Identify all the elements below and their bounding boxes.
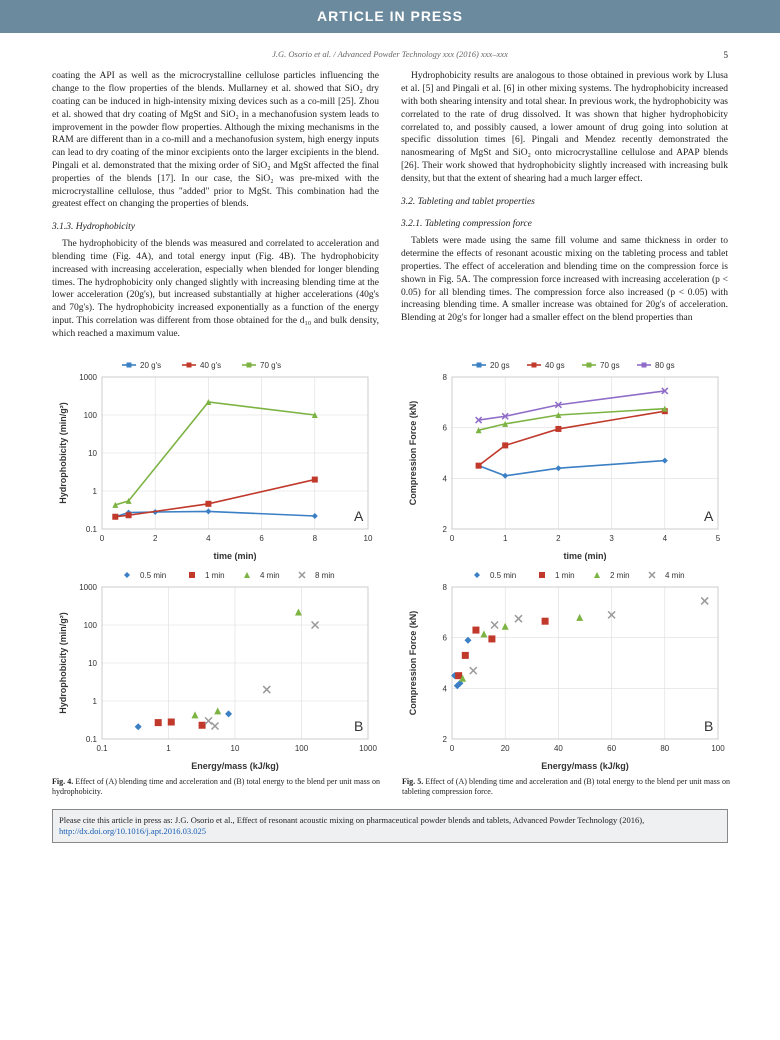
svg-text:80: 80 (660, 744, 669, 753)
left-para-1: coating the API as well as the microcrys… (52, 70, 379, 211)
citation-box: Please cite this article in press as: J.… (52, 809, 728, 843)
svg-text:0.1: 0.1 (86, 735, 98, 744)
svg-text:1 min: 1 min (205, 571, 225, 580)
svg-text:time (min): time (min) (213, 551, 256, 561)
svg-text:40 gs: 40 gs (545, 361, 565, 370)
svg-text:0: 0 (100, 534, 105, 543)
svg-text:1: 1 (93, 487, 98, 496)
svg-text:70 g's: 70 g's (260, 361, 281, 370)
svg-text:40: 40 (554, 744, 563, 753)
svg-text:Energy/mass (kJ/kg): Energy/mass (kJ/kg) (191, 761, 279, 771)
svg-text:10: 10 (231, 744, 240, 753)
figure-5: 0 1 2 3 4 5 2 4 6 8 time (min) Compression Force (k… (402, 353, 730, 797)
svg-text:0.5 min: 0.5 min (140, 571, 166, 580)
svg-text:5: 5 (716, 534, 721, 543)
svg-text:Compression Force (kN): Compression Force (kN) (408, 400, 418, 505)
svg-text:100: 100 (84, 411, 98, 420)
svg-text:70 gs: 70 gs (600, 361, 620, 370)
svg-text:0.1: 0.1 (86, 525, 98, 534)
svg-text:6: 6 (443, 423, 448, 432)
svg-text:4: 4 (206, 534, 211, 543)
left-column: coating the API as well as the microcrys… (52, 70, 379, 344)
svg-text:80 gs: 80 gs (655, 361, 675, 370)
svg-text:8 min: 8 min (315, 571, 335, 580)
svg-text:4 min: 4 min (260, 571, 280, 580)
svg-text:Energy/mass (kJ/kg): Energy/mass (kJ/kg) (541, 761, 629, 771)
svg-text:1: 1 (166, 744, 171, 753)
figure-5b-chart: 0 20 40 60 80 100 2 4 6 8 Energy/mass (kJ/kg) Compr… (402, 563, 730, 773)
page-number: 5 (724, 49, 729, 61)
svg-text:2: 2 (443, 525, 448, 534)
right-para-1: Hydrophobicity results are analogous to … (401, 70, 728, 185)
article-in-press-banner: ARTICLE IN PRESS (0, 0, 780, 33)
svg-text:0: 0 (450, 534, 455, 543)
text-columns: coating the API as well as the microcrys… (0, 70, 780, 344)
citation-text: Please cite this article in press as: J.… (59, 815, 644, 825)
svg-text:4: 4 (443, 684, 448, 693)
svg-text:1: 1 (503, 534, 508, 543)
svg-text:1 min: 1 min (555, 571, 575, 580)
svg-text:Hydrophobicity (min/g²): Hydrophobicity (min/g²) (58, 612, 68, 714)
figure-5a-chart: 0 1 2 3 4 5 2 4 6 8 time (min) Compression Force (k… (402, 353, 730, 563)
figure-5-caption: Fig. 5. Effect of (A) blending time and … (402, 777, 730, 797)
right-column: Hydrophobicity results are analogous to … (401, 70, 728, 344)
left-para-2: The hydrophobicity of the blends was mea… (52, 238, 379, 341)
section-3-2: 3.2. Tableting and tablet properties (401, 196, 728, 209)
svg-text:40 g's: 40 g's (200, 361, 221, 370)
svg-text:100: 100 (295, 744, 309, 753)
svg-text:20 g's: 20 g's (140, 361, 161, 370)
figures-row: 02468100.11101001000time (min)Hydrophobi… (0, 345, 780, 801)
section-3-2-1: 3.2.1. Tableting compression force (401, 218, 728, 231)
svg-text:1: 1 (93, 697, 98, 706)
svg-text:2: 2 (153, 534, 158, 543)
figure-4-caption: Fig. 4. Effect of (A) blending time and … (52, 777, 380, 797)
svg-text:8: 8 (313, 534, 318, 543)
running-header: J.G. Osorio et al. / Advanced Powder Tec… (0, 33, 780, 70)
svg-text:0.1: 0.1 (96, 744, 108, 753)
svg-text:20: 20 (501, 744, 510, 753)
svg-text:100: 100 (711, 744, 725, 753)
svg-text:3: 3 (609, 534, 614, 543)
svg-text:0.5 min: 0.5 min (490, 571, 516, 580)
svg-text:60: 60 (607, 744, 616, 753)
svg-text:4: 4 (443, 474, 448, 483)
svg-text:A: A (704, 508, 714, 524)
svg-text:10: 10 (364, 534, 373, 543)
svg-text:Compression Force (kN): Compression Force (kN) (408, 610, 418, 715)
figure-4: 0 2 4 6 8 10 0.1 1 10 100 1000 time (min) Hydrophobi… (52, 353, 380, 797)
svg-text:8: 8 (443, 373, 448, 382)
svg-text:2: 2 (556, 534, 561, 543)
journal-citation: J.G. Osorio et al. / Advanced Powder Tec… (272, 49, 508, 59)
right-para-2: Tablets were made using the same fill vo… (401, 235, 728, 325)
svg-text:1000: 1000 (79, 373, 97, 382)
svg-text:6: 6 (443, 633, 448, 642)
svg-text:A: A (354, 508, 364, 524)
svg-text:Hydrophobicity (min/g²): Hydrophobicity (min/g²) (58, 402, 68, 504)
svg-text:B: B (354, 718, 363, 734)
section-3-1-3: 3.1.3. Hydrophobicity (52, 221, 379, 234)
svg-text:0: 0 (450, 744, 455, 753)
svg-text:2 min: 2 min (610, 571, 630, 580)
svg-text:20 gs: 20 gs (490, 361, 510, 370)
svg-text:B: B (704, 718, 713, 734)
svg-text:100: 100 (84, 621, 98, 630)
svg-text:10: 10 (88, 659, 97, 668)
figure-4a-chart: 0 2 4 6 8 10 0.1 1 10 100 1000 time (min) Hydrophobi… (52, 353, 380, 563)
svg-text:1000: 1000 (79, 583, 97, 592)
svg-text:1000: 1000 (359, 744, 377, 753)
svg-text:6: 6 (259, 534, 264, 543)
figure-4b-chart: 0.1 1 10 100 1000 0.1 1 10 100 1000 Energy/mass (k… (52, 563, 380, 773)
svg-text:8: 8 (443, 583, 448, 592)
svg-text:2: 2 (443, 735, 448, 744)
svg-text:time (min): time (min) (563, 551, 606, 561)
svg-text:10: 10 (88, 449, 97, 458)
svg-text:4: 4 (663, 534, 668, 543)
doi-link[interactable]: http://dx.doi.org/10.1016/j.apt.2016.03.… (59, 826, 206, 836)
svg-text:4 min: 4 min (665, 571, 685, 580)
